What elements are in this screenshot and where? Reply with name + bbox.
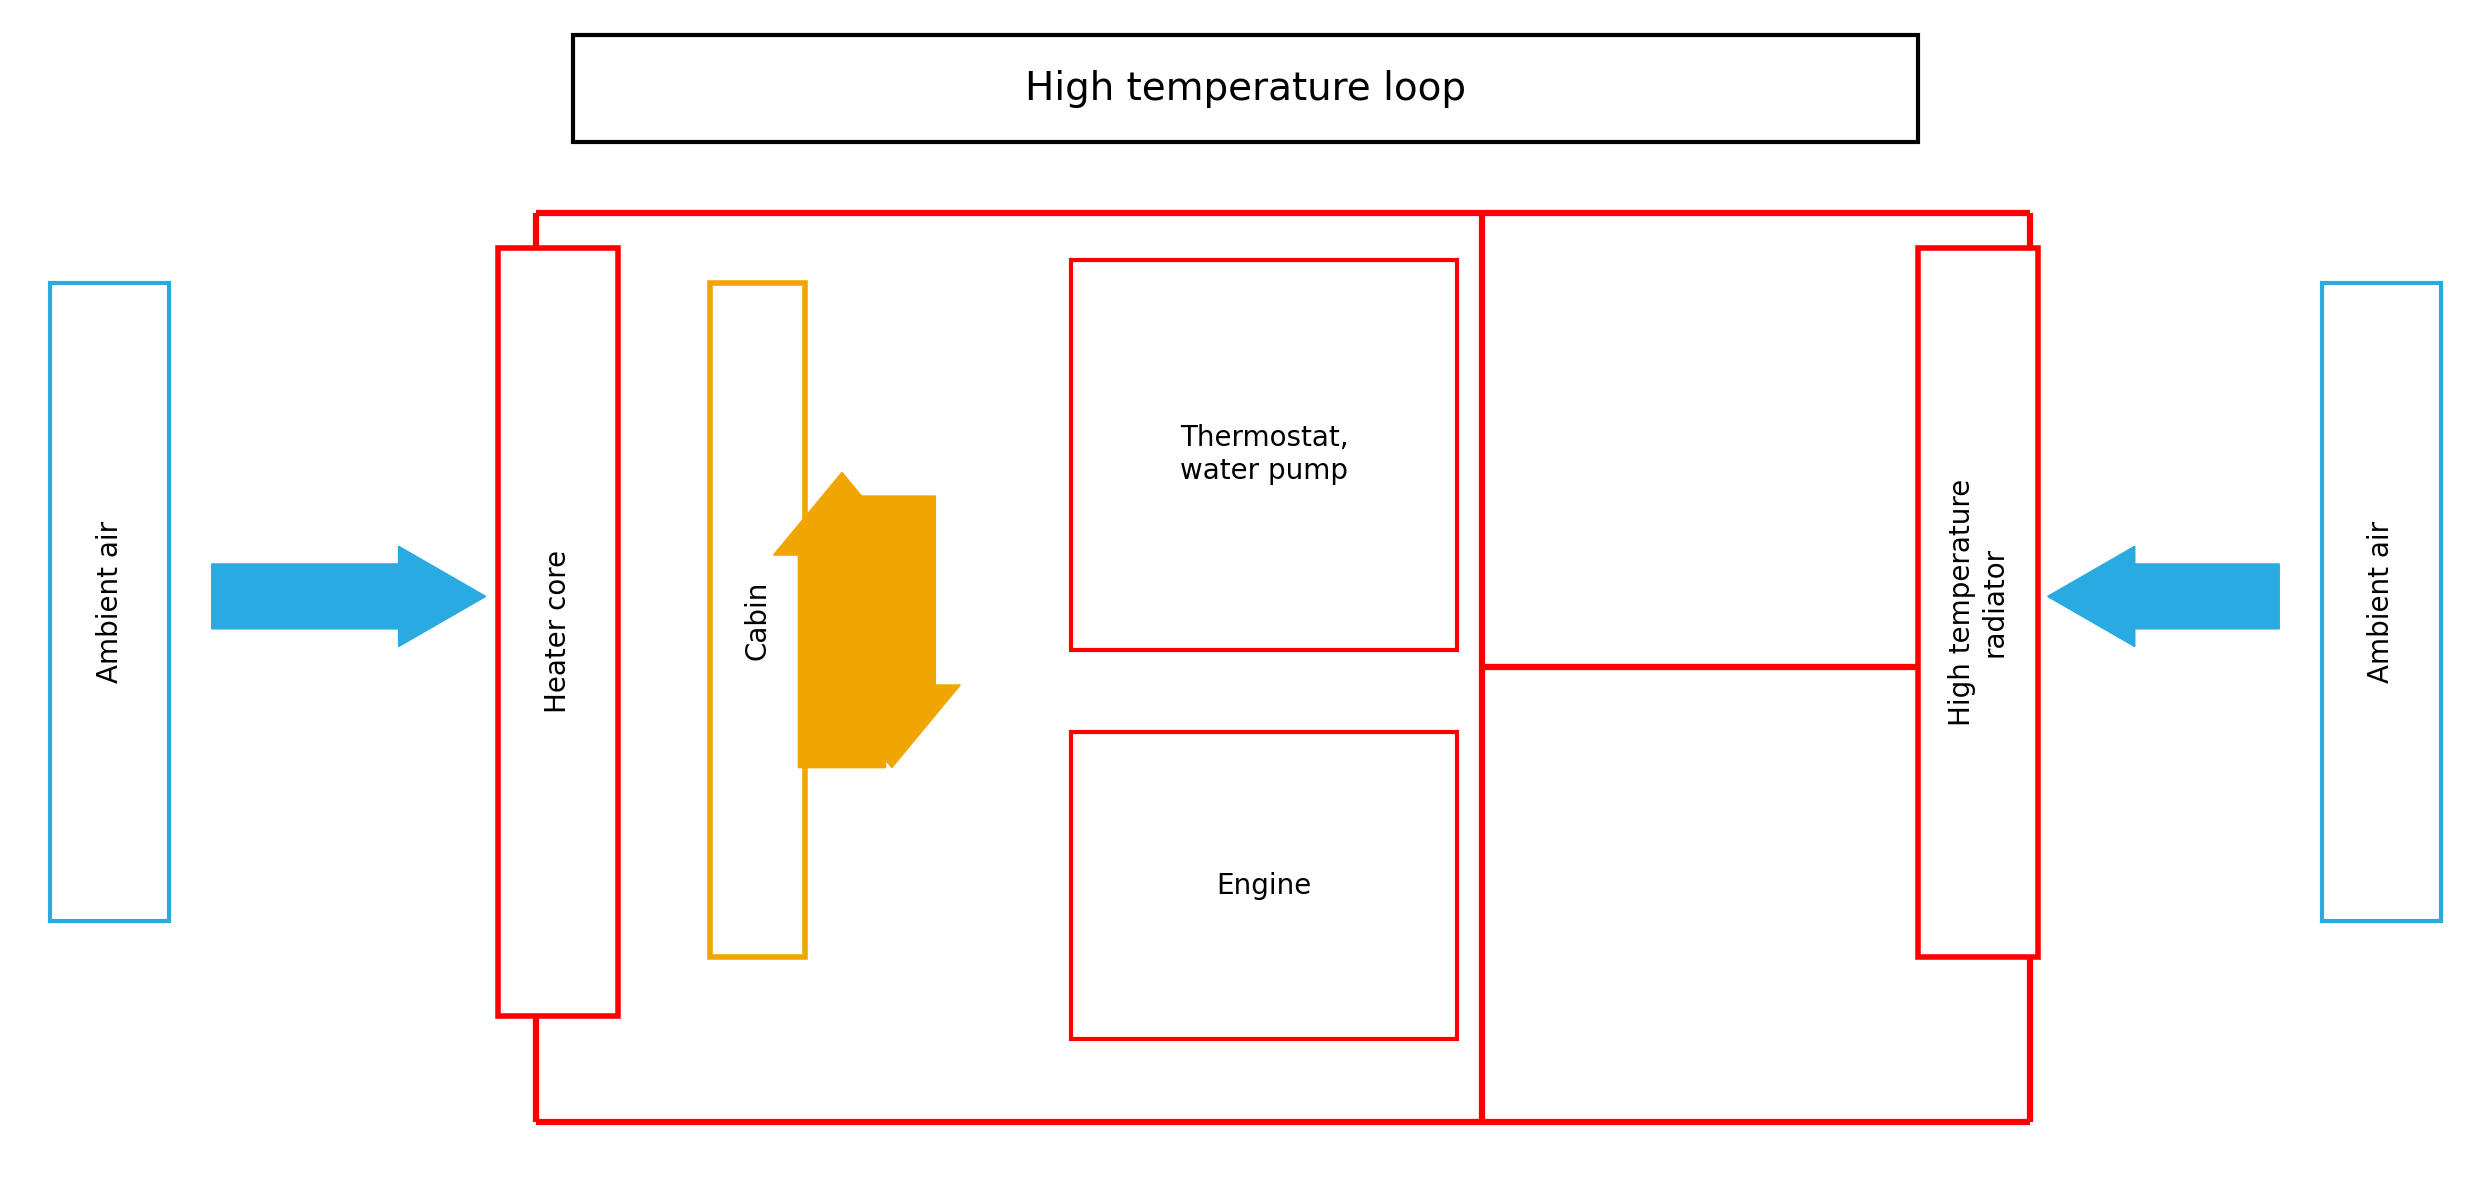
Bar	[1071, 732, 1457, 1039]
Bar	[2322, 283, 2441, 921]
Text: Ambient air: Ambient air	[95, 521, 125, 684]
FancyArrow shape	[2048, 546, 2279, 647]
Bar	[50, 283, 169, 921]
Text: Engine: Engine	[1216, 872, 1313, 900]
Bar	[1918, 248, 2038, 957]
Text: Ambient air: Ambient air	[2366, 521, 2396, 684]
FancyArrow shape	[822, 496, 962, 768]
Text: Heater core: Heater core	[543, 550, 573, 713]
Bar	[1071, 260, 1457, 650]
FancyArrow shape	[772, 472, 912, 768]
Bar	[498, 248, 618, 1016]
FancyArrow shape	[212, 546, 486, 647]
Text: High temperature loop: High temperature loop	[1024, 70, 1467, 107]
Text: Cabin: Cabin	[742, 580, 772, 660]
Text: Thermostat,
water pump: Thermostat, water pump	[1181, 424, 1348, 485]
Text: High temperature
radiator: High temperature radiator	[1948, 478, 2008, 726]
Bar	[573, 35, 1918, 142]
Bar	[710, 283, 805, 957]
